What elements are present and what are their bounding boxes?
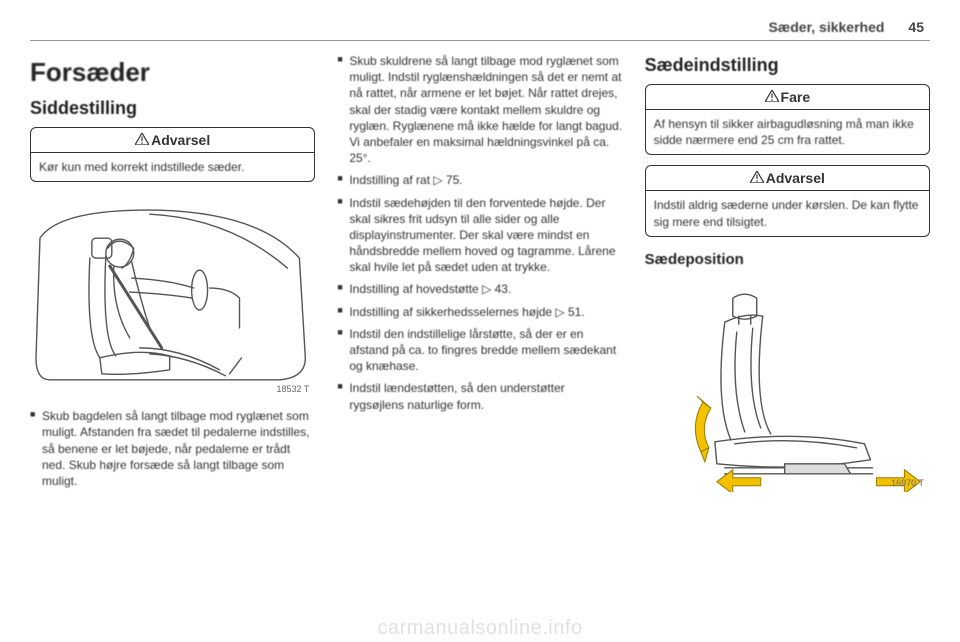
callout-title-advarsel-1: Advarsel — [151, 132, 210, 148]
watermark: carmanualsonline.info — [0, 617, 960, 640]
callout-advarsel-1: Advarsel Kør kun med korrekt indstillede… — [30, 127, 315, 182]
list-item: Indstilling af hovedstøtte ▷ 43. — [337, 281, 622, 297]
callout-head-advarsel-1: Advarsel — [31, 128, 314, 153]
callout-head-fare: Fare — [646, 85, 929, 110]
callout-fare: Fare Af hensyn til sikker airbagudløsnin… — [645, 84, 930, 155]
heading-saedeposition: Sædeposition — [645, 251, 930, 268]
callout-body-advarsel-1: Kør kun med korrekt indstillede sæder. — [31, 153, 314, 181]
warning-triangle-icon — [765, 89, 779, 105]
manual-page: Sæder, sikkerhed 45 Forsæder Siddestilli… — [0, 0, 960, 642]
column-2: Skub skuldrene så langt tilbage mod rygl… — [337, 53, 622, 502]
warning-triangle-icon — [750, 170, 764, 186]
callout-title-fare: Fare — [781, 89, 811, 105]
list-item: Indstilling af sikkerhedsselernes højde … — [337, 304, 622, 320]
list-item: Indstilling af rat ▷ 75. — [337, 172, 622, 188]
callout-advarsel-2: Advarsel Indstil aldrig sæderne under kø… — [645, 165, 930, 236]
figure-id-1: 18532 T — [276, 384, 309, 394]
page-header: Sæder, sikkerhed 45 — [30, 14, 930, 41]
column-1: Forsæder Siddestilling Advarsel Kør kun … — [30, 53, 315, 502]
bullet-list-col1: Skub bagdelen så langt tilbage mod ryglæ… — [30, 408, 315, 495]
heading-forsaeder: Forsæder — [30, 57, 315, 88]
list-item: Indstil den indstillelige lårstøtte, så … — [337, 326, 622, 375]
column-3: Sædeindstilling Fare Af hensyn til sikke… — [645, 53, 930, 502]
heading-siddestilling: Siddestilling — [30, 98, 315, 119]
content-columns: Forsæder Siddestilling Advarsel Kør kun … — [30, 53, 930, 502]
list-item: Indstil sædehøjden til den forventede hø… — [337, 195, 622, 276]
warning-triangle-icon — [135, 132, 149, 148]
bullet-list-col2: Skub skuldrene så langt tilbage mod rygl… — [337, 53, 622, 419]
callout-head-advarsel-2: Advarsel — [646, 166, 929, 191]
callout-body-fare: Af hensyn til sikker airbagudløsning må … — [646, 110, 929, 154]
list-item: Skub skuldrene så langt tilbage mod rygl… — [337, 53, 622, 166]
heading-saedeindstilling: Sædeindstilling — [645, 55, 930, 76]
list-item: Indstil lændestøtten, så den understøtte… — [337, 380, 622, 412]
list-item: Skub bagdelen så langt tilbage mod ryglæ… — [30, 408, 315, 489]
figure-id-2: 16970 T — [891, 478, 924, 488]
callout-title-advarsel-2: Advarsel — [766, 170, 825, 186]
callout-body-advarsel-2: Indstil aldrig sæderne under kørslen. De… — [646, 191, 929, 235]
header-page-number: 45 — [908, 19, 924, 35]
figure-seat-adjustment: 16970 T — [645, 282, 930, 492]
header-section-title: Sæder, sikkerhed — [768, 19, 884, 35]
figure-seating-position: 18532 T — [30, 198, 315, 398]
